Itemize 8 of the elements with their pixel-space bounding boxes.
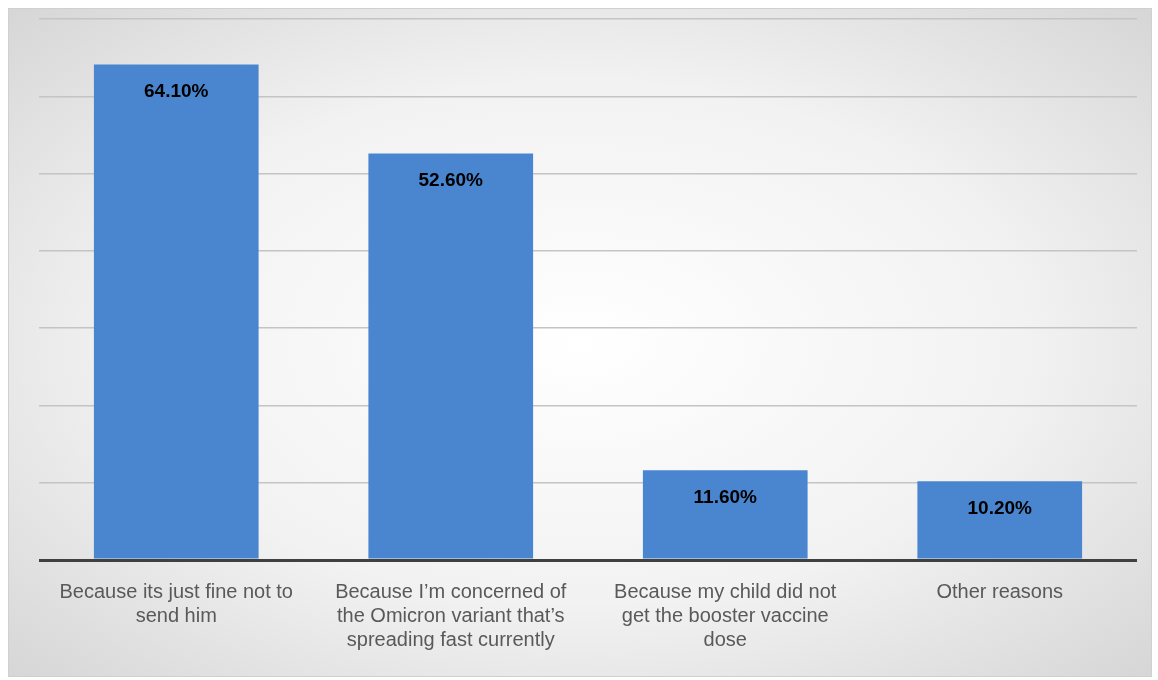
x-tick-label: Because I’m concerned of the Omicron variant that’s spreading fast currently	[335, 579, 567, 650]
data-label: 64.10%	[144, 80, 209, 102]
x-tick-label: Other reasons	[936, 579, 1064, 602]
data-label: 11.60%	[693, 486, 758, 508]
x-tick-label: Because my child did not get the booster vaccine dose	[614, 579, 837, 650]
x-tick-label: Because its just fine not to send him	[59, 579, 293, 626]
data-label: 10.20%	[967, 496, 1033, 518]
data-label: 52.60%	[418, 169, 484, 191]
